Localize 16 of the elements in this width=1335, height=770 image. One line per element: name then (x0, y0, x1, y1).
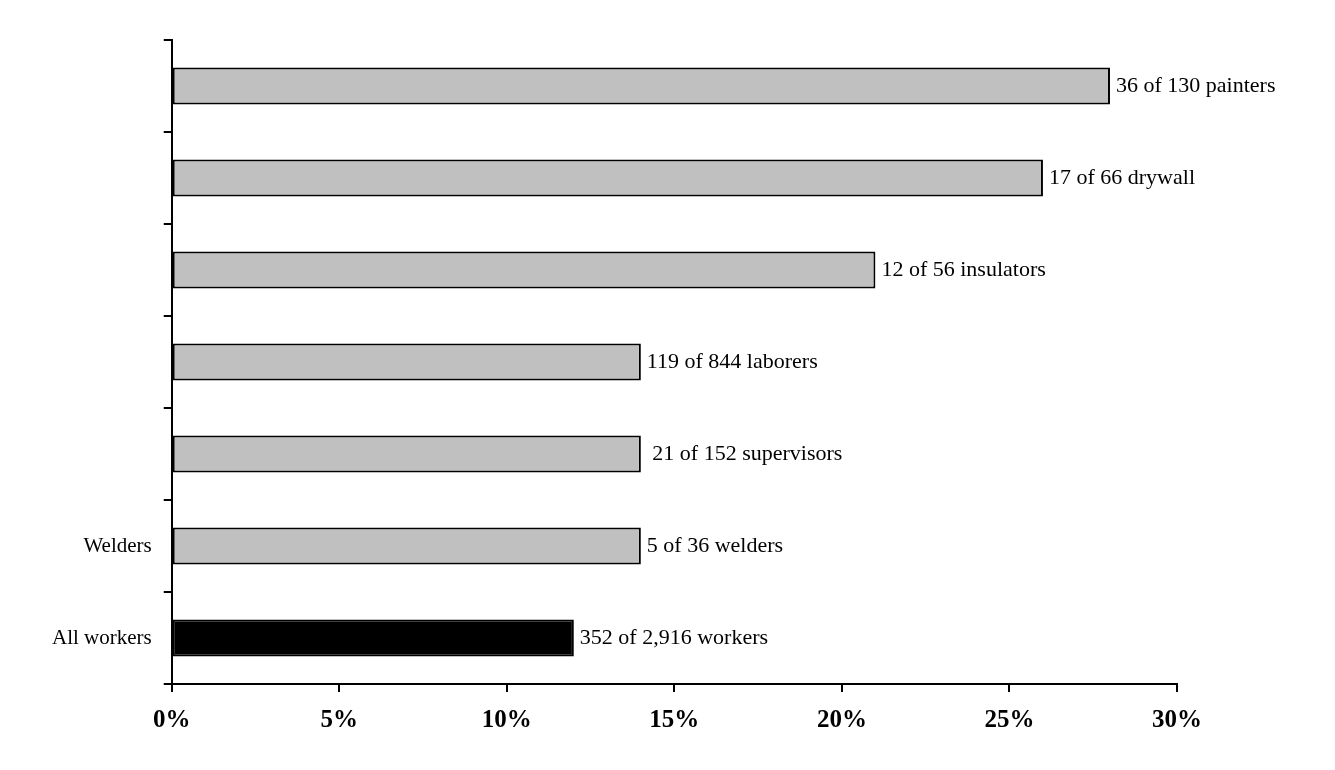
annotation: 12 of 56 insulators (881, 255, 1046, 281)
y-tick-label: All workers (52, 624, 152, 649)
x-tick-label: 25% (984, 705, 1035, 733)
x-tick-label: 15% (649, 705, 700, 733)
annotation: 36 of 130 painters (1115, 71, 1276, 97)
y-tick-label: Welders (83, 532, 152, 557)
annotation: 21 of 152 supervisors (646, 439, 843, 465)
x-tick-label: 30% (1152, 705, 1202, 733)
annotation: 17 of 66 drywall (1048, 163, 1195, 189)
x-tick-label: 0% (152, 705, 191, 733)
annotation: 5 of 36 welders (646, 531, 784, 557)
x-tick-label: 20% (816, 705, 867, 733)
annotation: 352 of 2,916 workers (579, 623, 769, 649)
annotation: 119 of 844 laborers (646, 347, 818, 373)
x-tick-label: 5% (320, 705, 359, 733)
x-tick-label: 10% (481, 705, 532, 733)
